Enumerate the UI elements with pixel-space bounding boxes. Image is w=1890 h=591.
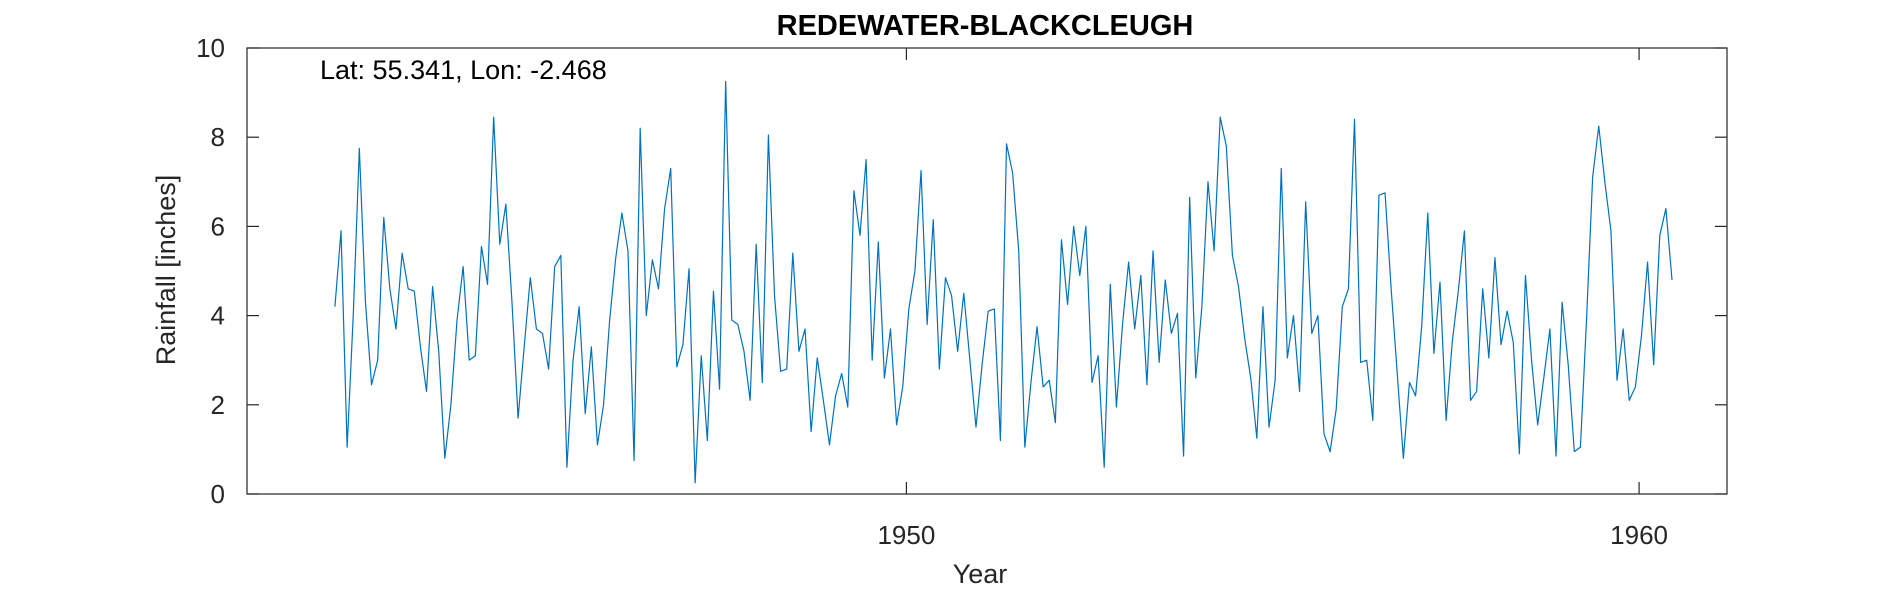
axis-ticks (247, 47, 1727, 495)
x-tick-label: 1950 (877, 520, 935, 550)
y-tick-label: 10 (196, 33, 225, 63)
y-tick-label: 0 (211, 479, 225, 509)
x-axis-label: Year (953, 559, 1008, 589)
y-tick-label: 4 (211, 301, 225, 331)
y-tick-label: 2 (211, 390, 225, 420)
location-annotation: Lat: 55.341, Lon: -2.468 (320, 55, 607, 85)
rainfall-series-line (334, 80, 1673, 484)
y-tick-label: 8 (211, 122, 225, 152)
x-tick-label: 1960 (1610, 520, 1668, 550)
plot-area-frame (246, 47, 1728, 495)
y-axis-label: Rainfall [inches] (151, 175, 181, 366)
y-tick-label: 6 (211, 211, 225, 241)
chart-title: REDEWATER-BLACKCLEUGH (777, 10, 1194, 42)
axis-tick-labels: 0 2 4 6 8 10 1950 1960 (196, 33, 1668, 550)
